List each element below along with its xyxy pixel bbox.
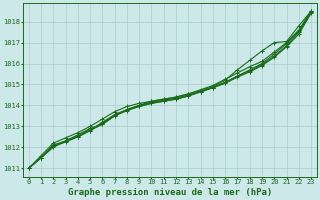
- X-axis label: Graphe pression niveau de la mer (hPa): Graphe pression niveau de la mer (hPa): [68, 188, 272, 197]
